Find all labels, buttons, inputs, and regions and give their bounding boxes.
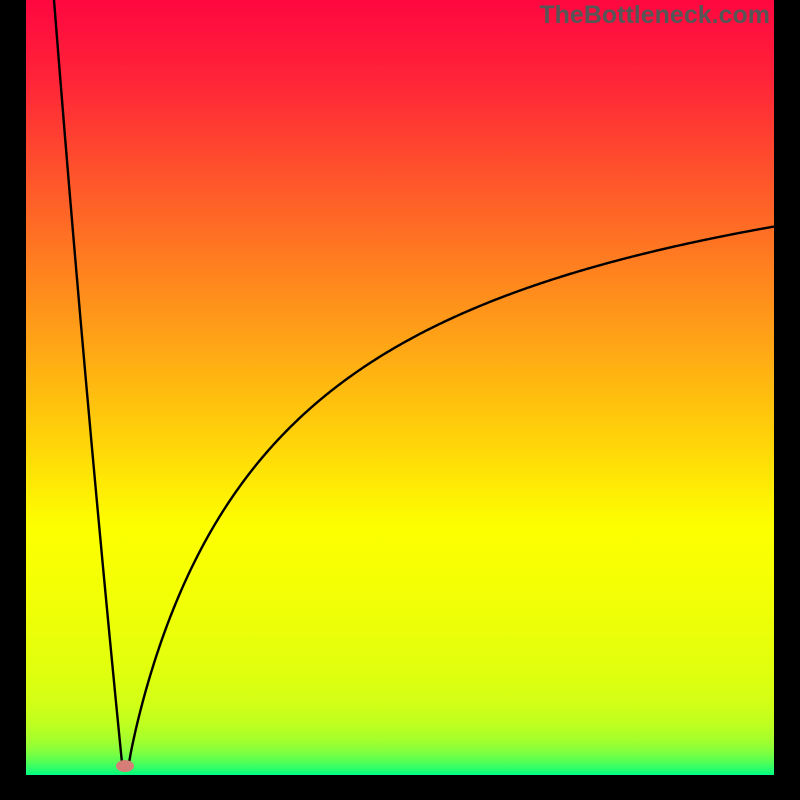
watermark-text: TheBottleneck.com	[539, 1, 770, 30]
frame-bottom	[0, 775, 800, 800]
optimum-marker	[116, 760, 134, 772]
chart-background	[26, 0, 774, 775]
bottleneck-chart	[26, 0, 774, 775]
frame-right	[774, 0, 800, 800]
frame-left	[0, 0, 26, 800]
